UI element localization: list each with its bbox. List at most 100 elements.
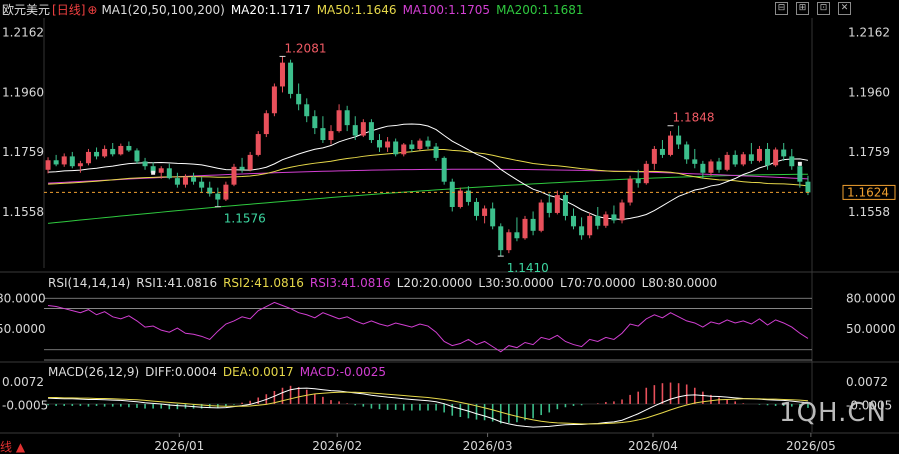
- candle: [789, 148, 795, 170]
- candle-body: [215, 193, 221, 200]
- l80-label: L80:80.0000: [641, 276, 718, 290]
- candle-body: [708, 161, 714, 173]
- candle-body: [546, 202, 552, 213]
- candle-body: [376, 140, 383, 148]
- candle-body: [635, 178, 641, 184]
- y-tick-left-1: 1.1960: [2, 85, 44, 99]
- candle: [328, 125, 334, 145]
- candle: [320, 116, 326, 143]
- candle: [215, 187, 221, 207]
- macd-label: MACD:-0.0025: [299, 365, 387, 379]
- candle-body: [514, 232, 520, 239]
- close-icon[interactable]: ✕: [838, 2, 851, 15]
- candle: [304, 98, 310, 123]
- candle: [247, 151, 253, 172]
- expand-icon[interactable]: ⊞: [796, 2, 809, 15]
- candle: [522, 215, 528, 240]
- line-toggle[interactable]: 线 ▲: [0, 440, 26, 454]
- candle: [603, 211, 609, 228]
- candle: [562, 192, 568, 221]
- candle-body: [603, 214, 609, 226]
- candle: [579, 217, 585, 240]
- l70-label: L70:70.0000: [559, 276, 636, 290]
- diff-line: [48, 387, 808, 428]
- candle-body: [312, 116, 318, 129]
- candle-body: [716, 161, 722, 170]
- candle: [376, 134, 383, 152]
- target-icon[interactable]: ⊕: [87, 3, 98, 17]
- candle: [684, 141, 690, 164]
- candle-body: [320, 128, 326, 141]
- annotation-label-0: 1.2081: [284, 41, 326, 55]
- candle: [336, 104, 342, 133]
- candle-body: [174, 178, 180, 185]
- candle: [506, 229, 512, 254]
- candle: [231, 163, 237, 187]
- ma200-label: MA200:1.1681: [496, 3, 584, 17]
- candle: [676, 125, 682, 149]
- candle-body: [296, 93, 302, 105]
- candle-body: [482, 208, 488, 216]
- candle-body: [748, 154, 754, 161]
- main-legend: 欧元美元 [日线] ⊕ MA1(20,50,100,200) MA20:1.1717 MA…: [2, 3, 590, 17]
- diff-label: DIFF:0.0004: [145, 365, 217, 379]
- candle-body: [562, 195, 568, 216]
- candle-body: [465, 190, 471, 202]
- candle: [433, 143, 439, 161]
- candle: [449, 178, 455, 212]
- candle-body: [271, 86, 277, 114]
- ma50-label: MA50:1.1646: [316, 3, 397, 17]
- candle: [158, 166, 164, 179]
- candle-body: [336, 110, 342, 132]
- candle-body: [692, 159, 698, 164]
- candle-body: [360, 122, 366, 136]
- candle: [554, 190, 560, 215]
- candle-body: [69, 156, 75, 167]
- candle-body: [304, 104, 310, 117]
- candle: [77, 160, 83, 173]
- ma100-label: MA100:1.1705: [402, 3, 491, 17]
- candle-body: [538, 202, 544, 231]
- rsi-tick-left-1: 50.0000: [0, 322, 46, 336]
- rsi-setting: RSI(14,14,14): [48, 276, 131, 290]
- candle: [482, 205, 488, 224]
- settings-icon[interactable]: ⊡: [817, 2, 830, 15]
- rsi1-label: RSI1:41.0816: [136, 276, 218, 290]
- candle: [85, 148, 91, 166]
- candle: [409, 140, 415, 152]
- candle-body: [85, 151, 91, 164]
- candle-body: [401, 144, 407, 155]
- ma-setting: MA1(20,50,100,200): [101, 3, 225, 17]
- candle: [296, 83, 302, 111]
- candle-body: [522, 218, 528, 239]
- x-tick-0: 2026/01: [154, 439, 204, 453]
- period-label[interactable]: [日线]: [52, 3, 86, 17]
- candle-body: [255, 134, 261, 155]
- candle: [191, 172, 197, 185]
- candle-body: [595, 215, 601, 226]
- candle: [134, 148, 140, 164]
- candle-body: [611, 214, 617, 221]
- candle: [619, 199, 625, 224]
- candle-body: [118, 145, 124, 155]
- candle-body: [199, 181, 205, 188]
- candle: [166, 163, 172, 180]
- candle: [732, 150, 738, 167]
- candle: [401, 143, 407, 157]
- candle-body: [668, 135, 674, 155]
- l30-label: L30:30.0000: [478, 276, 554, 290]
- candle: [773, 147, 779, 167]
- rsi-tick-right-1: 50.0000: [846, 322, 896, 336]
- candle-body: [554, 195, 560, 213]
- candle: [627, 175, 633, 206]
- candle-body: [643, 163, 649, 184]
- current-price-label: 1.1624: [847, 185, 889, 199]
- candle-body: [449, 181, 455, 207]
- ma20-line: [48, 123, 809, 221]
- macd-setting: MACD(26,12,9): [48, 365, 140, 379]
- pivot-marker-1: [797, 161, 802, 166]
- candle-body: [45, 160, 51, 170]
- macd-tick-left-0: 0.0072: [2, 375, 44, 389]
- collapse-icon[interactable]: ⊟: [775, 2, 788, 15]
- candle: [102, 145, 108, 158]
